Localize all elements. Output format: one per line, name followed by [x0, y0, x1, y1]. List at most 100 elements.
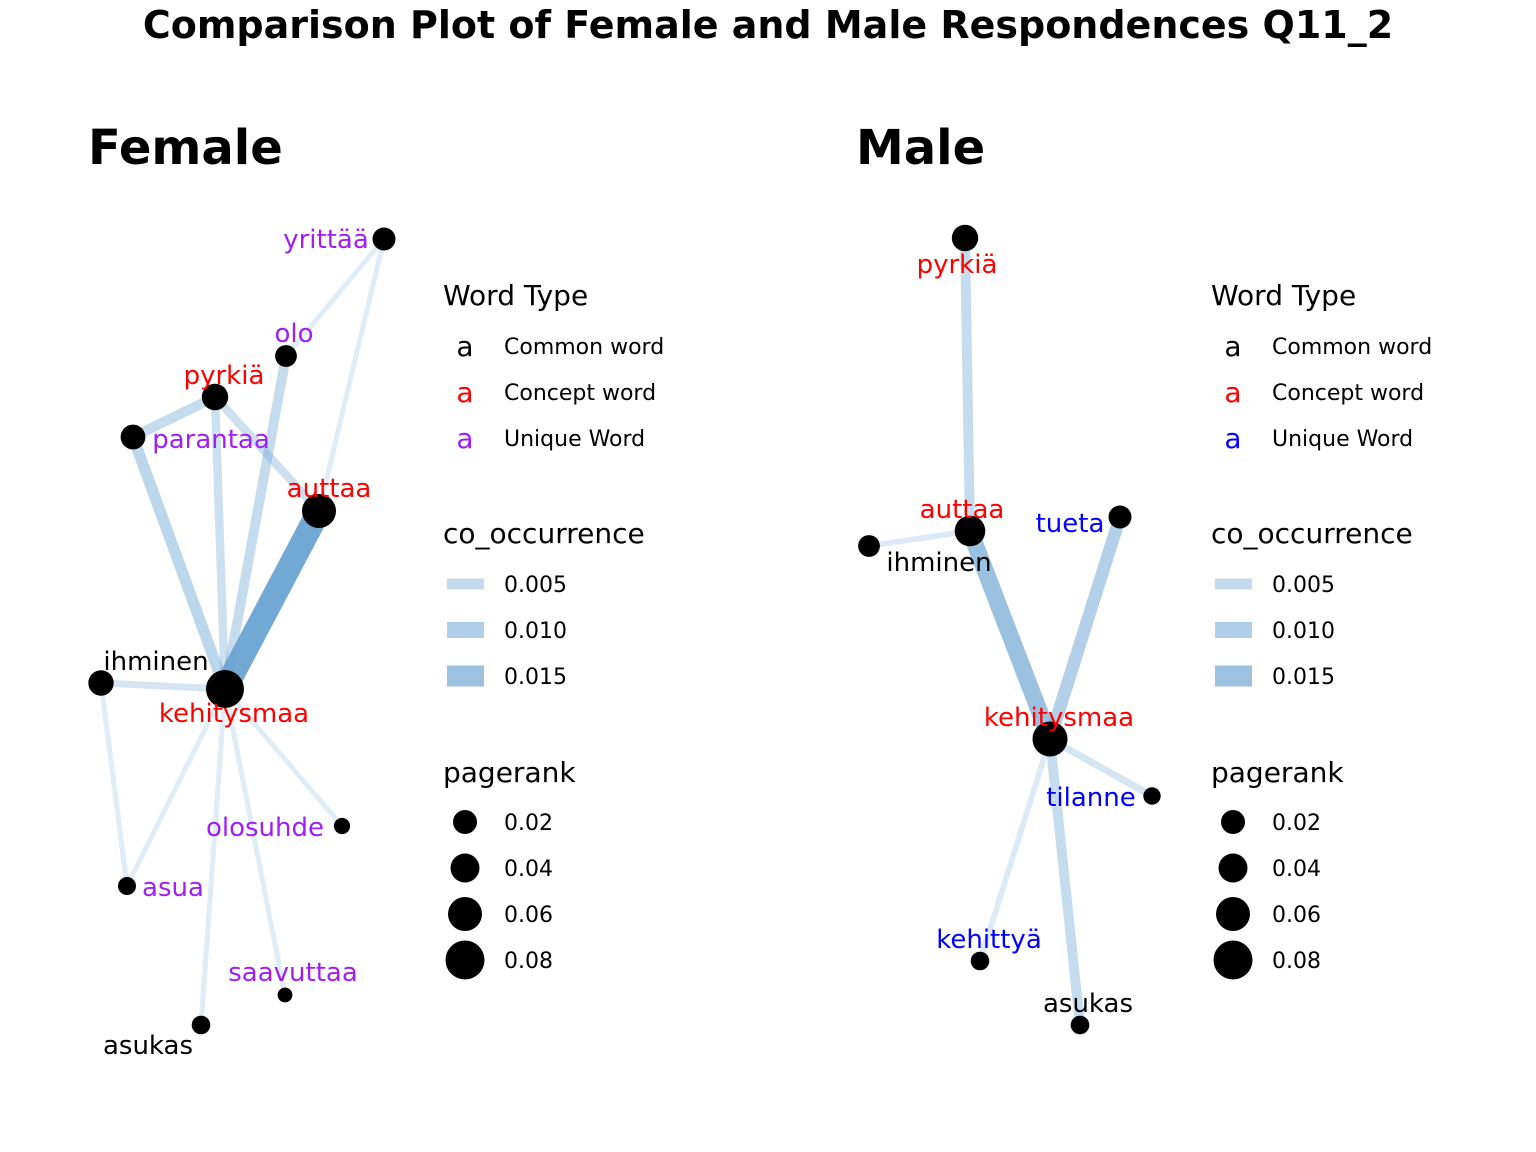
legend-label-pagerank: 0.08 [1272, 949, 1321, 974]
panel-title-male: Male [856, 120, 985, 176]
legend-label-pagerank: 0.08 [504, 949, 553, 974]
node-tilanne [1143, 787, 1161, 805]
edge-tueta-kehitysmaa [1043, 515, 1127, 741]
legend-label-pagerank: 0.06 [1272, 903, 1321, 928]
node-label-tilanne: tilanne [1046, 783, 1136, 813]
node-yrittää [372, 227, 396, 251]
legend-label-pagerank: 0.02 [1272, 811, 1321, 836]
label-layer-female: yrittää olo pyrkiä parantaa auttaa ihminen keh… [103, 225, 371, 1061]
node-asukas [191, 1015, 211, 1035]
node-label-yrittää: yrittää [283, 225, 369, 255]
edge-ihminen-auttaa [868, 528, 971, 549]
legend-label-pagerank: 0.02 [504, 811, 553, 836]
legend-key-pagerank [1216, 897, 1250, 931]
legend-key-pagerank [450, 853, 480, 883]
node-olo [275, 345, 297, 367]
legend-key-pagerank [445, 940, 485, 980]
legend-female: Word Type a Common word a Concept word a Uniqu… [443, 279, 664, 980]
node-label-kehitysmaa: kehitysmaa [159, 699, 309, 729]
node-label-pyrkiä: pyrkiä [184, 361, 265, 391]
edge-pyrkiä-auttaa [960, 237, 975, 532]
legend-key-common-word: a [1224, 330, 1241, 363]
node-pyrkiä [951, 224, 979, 252]
legend-label-unique-word: Unique Word [504, 427, 645, 452]
node-label-auttaa: auttaa [287, 474, 372, 504]
edge-layer-male [868, 237, 1154, 1026]
figure-title: Comparison Plot of Female and Male Respo… [143, 3, 1393, 47]
node-label-kehittyä: kehittyä [936, 925, 1042, 955]
legend-title-pagerank: pagerank [1211, 756, 1344, 789]
node-label-parantaa: parantaa [152, 425, 270, 455]
legend-male: Word Type a Common word a Concept word a Uniqu… [1211, 279, 1432, 980]
edge-olo-kehitysmaa [220, 355, 291, 690]
legend-label-concept-word: Concept word [1272, 381, 1424, 406]
node-label-asua: asua [142, 873, 204, 903]
edge-auttaa-kehitysmaa [962, 527, 1058, 743]
legend-title-co-occurrence: co_occurrence [1211, 517, 1413, 550]
legend-label-co-occurrence: 0.015 [1272, 665, 1335, 690]
node-kehitysmaa [1032, 721, 1068, 757]
edge-auttaa-kehitysmaa [214, 505, 330, 695]
node-layer-male [858, 224, 1161, 1035]
legend-key-pagerank [1218, 853, 1248, 883]
node-label-asukas: asukas [103, 1031, 193, 1061]
edge-layer-female [98, 237, 387, 1026]
legend-key-pagerank [1221, 810, 1245, 834]
node-saavuttaa [277, 987, 293, 1003]
legend-label-co-occurrence: 0.010 [504, 619, 567, 644]
node-label-tueta: tueta [1036, 509, 1105, 539]
legend-key-common-word: a [456, 330, 473, 363]
node-label-olo: olo [274, 319, 313, 349]
node-pyrkiä [201, 383, 229, 411]
node-label-pyrkiä: pyrkiä [917, 250, 998, 280]
legend-label-common-word: Common word [1272, 335, 1432, 360]
node-asukas [1070, 1015, 1090, 1035]
panel-male: Male pyrkiä auttaa ihminen tueta kehitysmaa t… [856, 120, 1432, 1035]
legend-title-co-occurrence: co_occurrence [443, 517, 645, 550]
node-kehittyä [970, 951, 990, 971]
node-label-asukas: asukas [1043, 989, 1133, 1019]
edge-kehitysmaa-saavuttaa [222, 688, 288, 996]
legend-key-pagerank [1213, 940, 1253, 980]
edge-kehitysmaa-tilanne [1048, 735, 1154, 800]
label-layer-male: pyrkiä auttaa ihminen tueta kehitysmaa tilann… [886, 250, 1135, 1019]
node-label-olosuhde: olosuhde [206, 813, 324, 843]
node-auttaa [302, 494, 336, 528]
edge-kehitysmaa-kehittyä [977, 738, 1053, 962]
edge-kehitysmaa-asukas [198, 688, 228, 1026]
node-tueta [1108, 505, 1132, 529]
legend-title-pagerank: pagerank [443, 756, 576, 789]
legend-key-concept-word: a [456, 376, 473, 409]
legend-label-co-occurrence: 0.010 [1272, 619, 1335, 644]
legend-label-pagerank: 0.06 [504, 903, 553, 928]
legend-key-pagerank [448, 897, 482, 931]
legend-title-word-type: Word Type [443, 279, 588, 312]
node-olosuhde [333, 817, 351, 835]
node-asua [118, 877, 136, 895]
legend-label-pagerank: 0.04 [1272, 857, 1321, 882]
edge-kehitysmaa-olosuhde [223, 687, 344, 828]
edge-pyrkiä-parantaa [130, 392, 218, 442]
node-ihminen [858, 535, 880, 557]
legend-label-unique-word: Unique Word [1272, 427, 1413, 452]
legend-label-co-occurrence: 0.005 [1272, 573, 1335, 598]
edge-yrittää-olo [284, 237, 386, 358]
legend-label-co-occurrence: 0.005 [504, 573, 567, 598]
edge-yrittää-auttaa [316, 238, 387, 512]
node-label-ihminen: ihminen [103, 647, 208, 677]
legend-key-unique-word: a [1224, 422, 1241, 455]
node-layer-female [88, 227, 396, 1035]
legend-key-unique-word: a [456, 422, 473, 455]
edge-parantaa-kehitysmaa [127, 435, 231, 691]
edge-kehitysmaa-asukas [1045, 738, 1085, 1026]
legend-label-pagerank: 0.04 [504, 857, 553, 882]
node-auttaa [954, 515, 986, 547]
node-label-kehitysmaa: kehitysmaa [984, 703, 1134, 733]
edge-ihminen-asua [98, 682, 130, 887]
node-kehitysmaa [206, 670, 244, 708]
edge-ihminen-kehitysmaa [100, 679, 226, 693]
legend-key-pagerank [453, 810, 477, 834]
legend-key-concept-word: a [1224, 376, 1241, 409]
node-label-auttaa: auttaa [920, 495, 1005, 525]
